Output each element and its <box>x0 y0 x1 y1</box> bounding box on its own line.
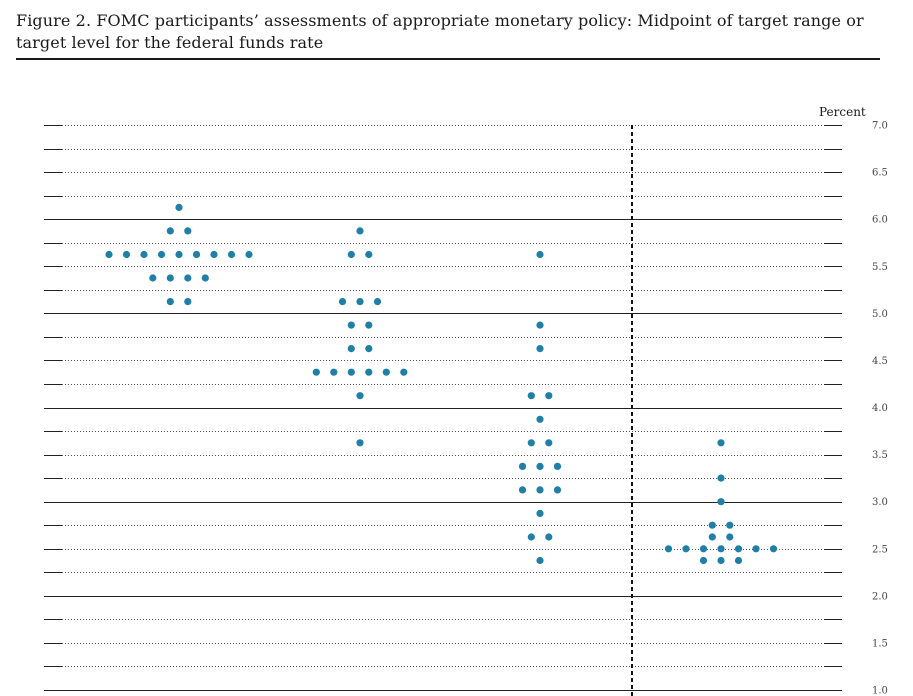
participant-dot <box>149 274 157 282</box>
participant-dot <box>338 298 347 306</box>
participant-dot <box>166 298 174 306</box>
participant-dot <box>708 533 716 541</box>
participant-dot <box>166 274 174 282</box>
participant-dot <box>527 439 535 447</box>
y-tick-label: 4.0 <box>872 403 888 414</box>
participant-dot <box>365 250 373 259</box>
y-tick-label: 1.0 <box>872 686 888 696</box>
participant-dot <box>545 533 553 541</box>
participant-dot <box>175 250 183 259</box>
participant-dot <box>717 474 725 482</box>
participant-dot <box>734 556 743 565</box>
y-tick-label: 4.5 <box>872 356 888 367</box>
participant-dot <box>717 498 725 506</box>
participant-dot <box>347 250 355 259</box>
participant-dot <box>545 439 553 447</box>
participant-dot <box>717 545 725 553</box>
participant-dot <box>536 250 544 259</box>
y-tick-label: 6.5 <box>872 168 888 179</box>
participant-dot <box>365 345 373 353</box>
participant-dot <box>682 545 690 553</box>
participant-dot <box>400 368 408 376</box>
y-tick-label: 2.0 <box>872 591 888 602</box>
y-tick-label: 2.5 <box>872 544 888 555</box>
participant-dot <box>347 345 355 353</box>
y-tick-label: 7.0 <box>872 121 888 132</box>
participant-dot <box>545 392 553 400</box>
participant-dot <box>752 545 760 553</box>
y-axis-unit-label: Percent <box>819 105 866 119</box>
participant-dot <box>210 250 218 259</box>
y-tick-label: 5.5 <box>872 262 888 273</box>
participant-dot <box>553 462 562 470</box>
y-tick-label: 6.0 <box>872 215 888 226</box>
participant-dot <box>356 392 364 400</box>
participant-dot <box>536 509 544 517</box>
participant-dot <box>192 250 201 259</box>
participant-dot <box>312 368 320 376</box>
participant-dot <box>553 486 562 494</box>
y-tick-label: 3.5 <box>872 450 888 461</box>
participant-dot <box>527 392 535 400</box>
participant-dot <box>356 227 364 235</box>
caption-rule <box>16 58 880 60</box>
participant-dot <box>356 298 364 306</box>
participant-dot <box>175 203 183 211</box>
participant-dot <box>140 250 148 259</box>
participant-dot <box>536 321 544 329</box>
participant-dot <box>717 439 725 447</box>
participant-dot <box>157 250 166 259</box>
participant-dot <box>365 368 373 376</box>
participant-dot <box>184 298 192 306</box>
participant-dot <box>373 298 382 306</box>
y-tick-label: 1.5 <box>872 638 888 649</box>
participant-dot <box>105 250 113 259</box>
participant-dot <box>365 321 373 329</box>
participant-dot <box>184 274 192 282</box>
participant-dot <box>356 439 364 447</box>
participant-dot <box>708 521 716 529</box>
participant-dot <box>664 545 673 553</box>
participant-dot <box>184 227 192 235</box>
participant-dot <box>717 556 725 565</box>
participant-dot <box>536 415 544 423</box>
participant-dot <box>769 545 778 553</box>
participant-dot <box>536 486 544 494</box>
participant-dot <box>347 368 355 376</box>
participant-dot <box>330 368 338 376</box>
participant-dot <box>527 533 535 541</box>
y-tick-label: 3.0 <box>872 497 888 508</box>
participant-dot <box>734 545 743 553</box>
participant-dot <box>536 345 544 353</box>
participant-dot <box>726 521 734 529</box>
participant-dot <box>536 556 544 565</box>
participant-dot <box>726 533 734 541</box>
participant-dot <box>518 486 527 494</box>
participant-dot <box>166 227 174 235</box>
participant-dot <box>245 250 253 259</box>
participant-dot <box>382 368 390 376</box>
participant-dot <box>536 462 544 470</box>
participant-dot <box>347 321 355 329</box>
figure-caption: Figure 2. FOMC participants’ assessments… <box>16 11 864 52</box>
participant-dot <box>699 545 708 553</box>
participant-dot <box>699 556 708 565</box>
participant-dot <box>201 274 209 282</box>
participant-dot <box>518 462 527 470</box>
y-tick-label: 5.0 <box>872 309 888 320</box>
participant-dot <box>122 250 131 259</box>
participant-dot <box>227 250 236 259</box>
